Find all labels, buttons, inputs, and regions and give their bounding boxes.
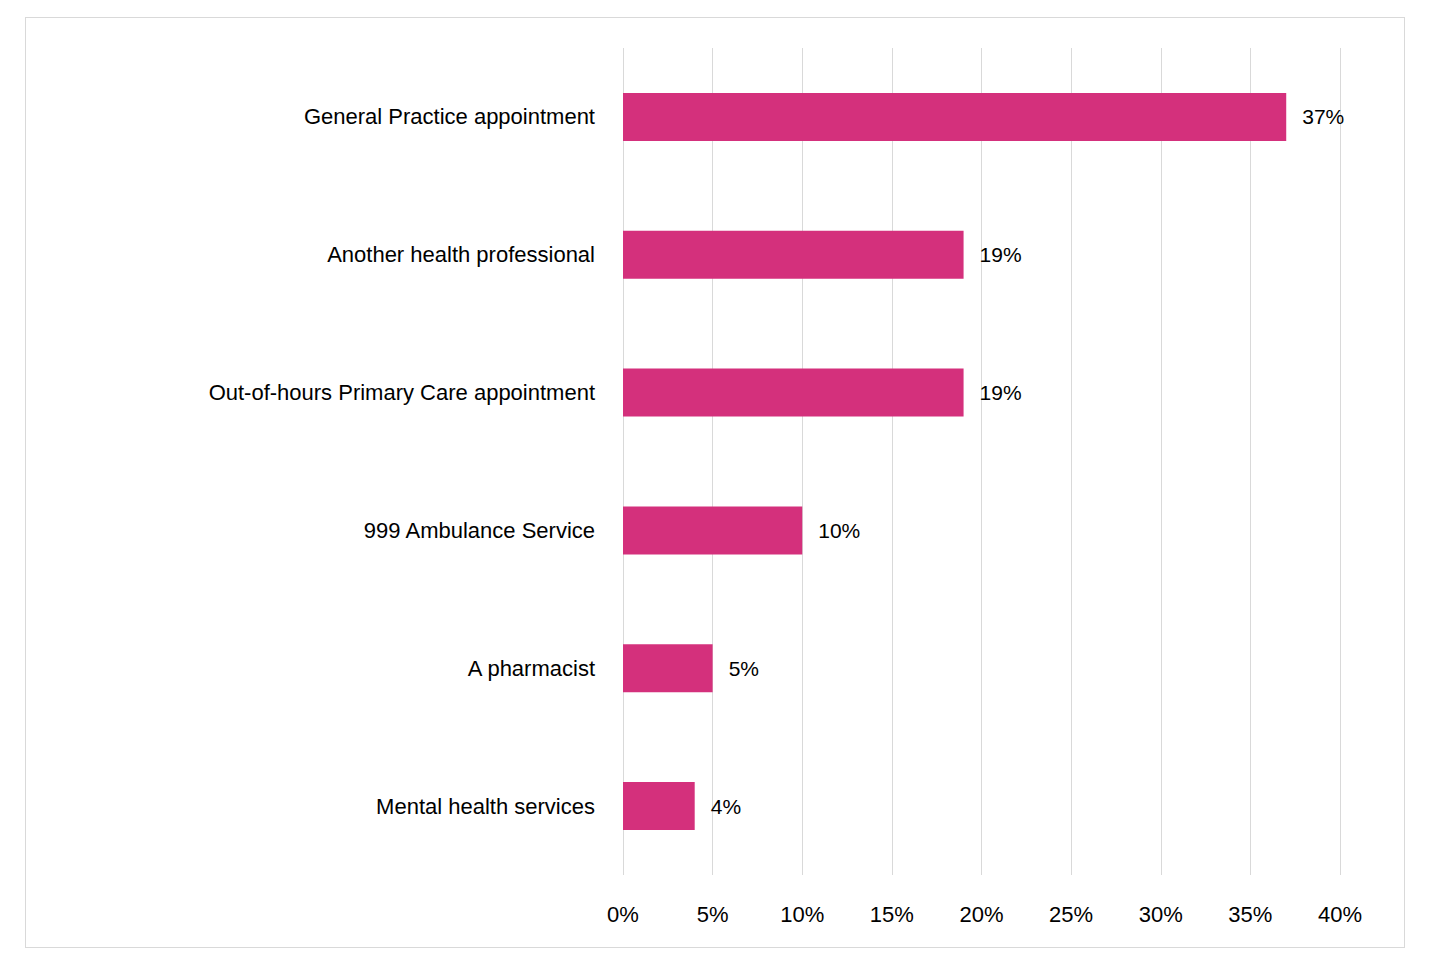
svg-text:19%: 19% bbox=[980, 243, 1022, 266]
svg-text:0%: 0% bbox=[607, 902, 639, 927]
svg-text:15%: 15% bbox=[870, 902, 914, 927]
svg-text:20%: 20% bbox=[959, 902, 1003, 927]
svg-text:Out-of-hours Primary Care appo: Out-of-hours Primary Care appointment bbox=[209, 380, 595, 405]
svg-text:37%: 37% bbox=[1302, 105, 1344, 128]
svg-text:35%: 35% bbox=[1228, 902, 1272, 927]
svg-text:General Practice appointment: General Practice appointment bbox=[304, 104, 595, 129]
svg-text:10%: 10% bbox=[780, 902, 824, 927]
svg-text:Another health professional: Another health professional bbox=[327, 242, 595, 267]
svg-text:4%: 4% bbox=[711, 795, 741, 818]
svg-text:40%: 40% bbox=[1318, 902, 1362, 927]
svg-text:5%: 5% bbox=[729, 657, 759, 680]
svg-text:A pharmacist: A pharmacist bbox=[468, 656, 595, 681]
svg-text:999 Ambulance Service: 999 Ambulance Service bbox=[364, 518, 595, 543]
svg-text:25%: 25% bbox=[1049, 902, 1093, 927]
svg-text:19%: 19% bbox=[980, 381, 1022, 404]
svg-text:Mental health services: Mental health services bbox=[376, 794, 595, 819]
svg-text:30%: 30% bbox=[1139, 902, 1183, 927]
svg-text:10%: 10% bbox=[818, 519, 860, 542]
svg-text:5%: 5% bbox=[697, 902, 729, 927]
